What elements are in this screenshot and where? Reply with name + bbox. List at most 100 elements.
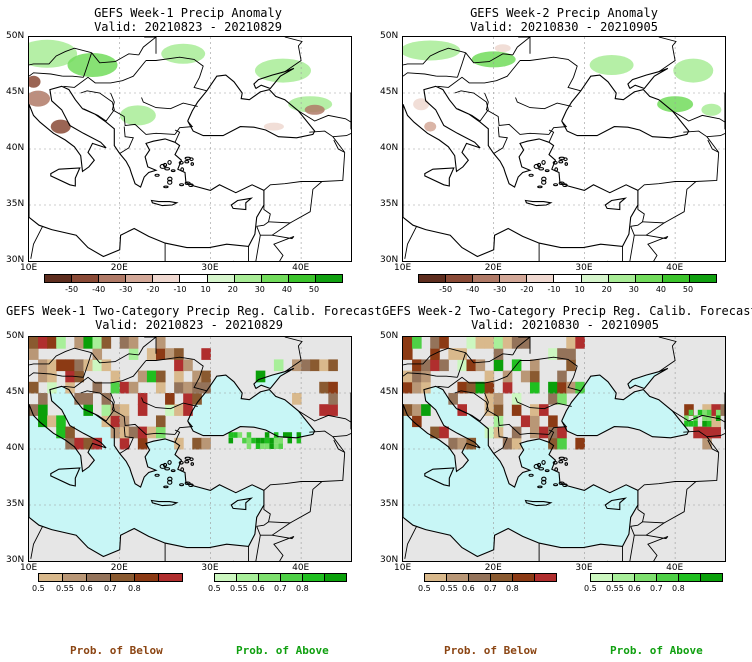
longitude-label: 20E — [484, 263, 502, 273]
colorbar-swatch — [612, 573, 635, 582]
coastlines — [29, 67, 351, 261]
colorbar-tick-label: 0.5 — [208, 584, 221, 593]
azov-sea — [627, 368, 668, 389]
country-borders — [29, 37, 351, 261]
colorbar-swatch — [688, 274, 717, 283]
panel-valid-week1-prob: Valid: 20210823 - 20210829 — [95, 318, 283, 332]
colorbar-tick-label: 40 — [281, 285, 292, 294]
colorbar-tick-label: 30 — [628, 285, 639, 294]
longitude-label: 20E — [110, 563, 128, 573]
colorbar-tick-label: 0.7 — [484, 584, 497, 593]
legend-prob-above: Prob. of Above — [236, 644, 329, 657]
mediterranean-sea — [29, 386, 264, 557]
colorbar-tick-label: 10 — [200, 285, 211, 294]
colorbar-swatch — [214, 573, 237, 582]
colorbar-swatch — [468, 573, 491, 582]
colorbar-tick-label: 0.55 — [56, 584, 74, 593]
colorbar-tick-label: 0.8 — [506, 584, 519, 593]
prob-below-colorbar: 0.5 0.55 0.6 0.7 0.8 — [32, 573, 183, 597]
longitude-label: 40E — [292, 563, 310, 573]
colorbar-tick-label: -10 — [547, 285, 561, 294]
panel-valid-week2-anomaly: Valid: 20210830 - 20210905 — [470, 20, 658, 34]
latitude-label: 50N — [6, 31, 25, 41]
colorbar-tick-label: -50 — [439, 285, 453, 294]
panel-valid-week1-anomaly: Valid: 20210823 - 20210829 — [94, 20, 282, 34]
latitude-label: 40N — [6, 443, 25, 453]
legend-prob-above: Prob. of Above — [610, 644, 703, 657]
colorbar-swatch — [152, 274, 181, 283]
map-week1-anomaly — [28, 36, 352, 262]
colorbar-tick-label: 30 — [254, 285, 265, 294]
colorbar-swatch — [553, 274, 582, 283]
colorbar-tick-label: 0.55 — [440, 584, 458, 593]
latitude-label: 50N — [6, 331, 25, 341]
colorbar-tick-label: 20 — [227, 285, 238, 294]
colorbar-swatch — [179, 274, 208, 283]
latitude-label: 35N — [6, 499, 25, 509]
prob-above-colorbar: 0.5 0.55 0.6 0.7 0.8 — [584, 573, 723, 597]
latitude-label: 35N — [6, 199, 25, 209]
colorbar-tick-label: 0.6 — [252, 584, 265, 593]
colorbar-swatch — [700, 573, 723, 582]
colorbar-swatch — [206, 274, 235, 283]
colorbar-swatch — [260, 274, 289, 283]
colorbar-tick-label: 20 — [601, 285, 612, 294]
colorbar-swatch — [233, 274, 262, 283]
colorbar-tick-label: 0.6 — [628, 584, 641, 593]
colorbar-swatch — [446, 573, 469, 582]
gridlines — [403, 337, 725, 561]
colorbar-tick-label: 0.5 — [32, 584, 45, 593]
colorbar-tick-label: 0.8 — [672, 584, 685, 593]
colorbar-swatch — [499, 274, 528, 283]
latitude-label: 40N — [380, 443, 399, 453]
colorbar-swatch — [62, 573, 87, 582]
colorbar-tick-label: 0.8 — [128, 584, 141, 593]
latitude-label: 50N — [380, 331, 399, 341]
map-canvas — [29, 37, 351, 261]
panel-title-week2-anomaly: GEFS Week-2 Precip Anomaly — [470, 6, 658, 20]
latitude-label: 30N — [6, 255, 25, 265]
colorbar-swatch — [110, 573, 135, 582]
colorbar-swatch — [125, 274, 154, 283]
colorbar-swatch — [314, 274, 343, 283]
probability-cells — [403, 337, 725, 450]
colorbar-swatch — [580, 274, 609, 283]
colorbar-swatch — [424, 573, 447, 582]
colorbar-tick-label: 0.6 — [462, 584, 475, 593]
colorbar-swatch — [678, 573, 701, 582]
colorbar-tick-label: -20 — [520, 285, 534, 294]
colorbar-swatch — [44, 274, 73, 283]
colorbar-tick-label: 0.7 — [274, 584, 287, 593]
map-week1-probability — [28, 336, 352, 562]
longitude-label: 10E — [394, 563, 412, 573]
latitude-label: 45N — [6, 87, 25, 97]
colorbar-swatch — [526, 274, 555, 283]
map-canvas — [403, 337, 725, 561]
country-borders — [403, 37, 725, 261]
longitude-label: 30E — [575, 563, 593, 573]
mediterranean-sea — [403, 386, 638, 557]
latitude-label: 45N — [380, 87, 399, 97]
gridlines — [29, 37, 351, 261]
black-sea — [187, 375, 315, 438]
colorbar-tick-label: 0.5 — [418, 584, 431, 593]
latitude-label: 45N — [380, 387, 399, 397]
colorbar-tick-label: -30 — [493, 285, 507, 294]
colorbar-swatch — [158, 573, 183, 582]
colorbar-swatch — [534, 573, 557, 582]
colorbar-tick-label: -50 — [65, 285, 79, 294]
map-canvas — [403, 37, 725, 261]
colorbar-tick-label: -30 — [119, 285, 133, 294]
colorbar-swatch — [634, 573, 657, 582]
colorbar-tick-label: 50 — [308, 285, 320, 294]
colorbar-tick-label: -40 — [92, 285, 106, 294]
latitude-label: 30N — [380, 555, 399, 565]
latitude-label: 45N — [6, 387, 25, 397]
colorbar-swatch — [38, 573, 63, 582]
colorbar-swatch — [661, 274, 690, 283]
colorbar-swatch — [134, 573, 159, 582]
colorbar-swatch — [324, 573, 347, 582]
coastlines — [29, 367, 351, 561]
colorbar-tick-label: 40 — [655, 285, 666, 294]
prob-below-colorbar: 0.5 0.55 0.6 0.7 0.8 — [418, 573, 557, 597]
